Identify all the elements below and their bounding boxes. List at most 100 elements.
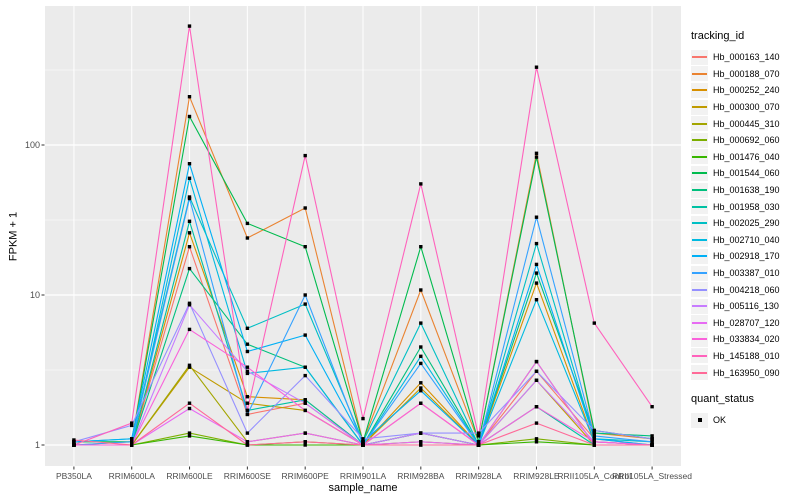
legend-item-label: Hb_145188_010 <box>713 350 780 361</box>
data-point <box>303 365 307 369</box>
data-point <box>245 440 250 444</box>
data-point <box>303 153 307 158</box>
legend-item-label: Hb_004218_060 <box>713 284 780 295</box>
x-tick-label: RRIM600LE <box>166 471 213 481</box>
data-point <box>419 381 423 385</box>
data-point <box>534 151 539 155</box>
legend-item: Hb_002025_290 <box>691 215 799 232</box>
legend-item: Hb_000252_240 <box>691 82 799 99</box>
legend-item-label: Hb_002710_040 <box>713 234 780 245</box>
legend-item: Hb_028707_120 <box>691 315 799 332</box>
data-point <box>187 363 192 367</box>
data-point <box>130 443 134 447</box>
data-point <box>187 406 192 411</box>
data-point <box>303 245 307 249</box>
data-point <box>245 412 250 417</box>
data-point <box>187 231 192 235</box>
data-point <box>419 182 423 186</box>
data-point <box>187 162 192 166</box>
data-point <box>187 431 192 435</box>
data-point <box>534 421 539 425</box>
data-point <box>592 321 596 325</box>
data-point <box>245 371 250 376</box>
data-point <box>650 440 654 444</box>
legend-item-label: Hb_005116_130 <box>713 301 779 312</box>
legend-key-line-icon <box>691 265 708 281</box>
legend-item: Hb_001638_190 <box>691 182 799 199</box>
ok-square-icon <box>691 412 708 428</box>
data-point <box>130 421 134 425</box>
data-point <box>419 288 423 292</box>
legend-key-line-icon <box>691 215 708 231</box>
data-point <box>419 321 423 325</box>
legend-item: Hb_001958_030 <box>691 198 799 215</box>
legend-item: Hb_000300_070 <box>691 99 799 116</box>
legend-title-quant-status: quant_status <box>691 392 754 405</box>
legend-key-line-icon <box>691 282 708 298</box>
data-point <box>476 440 481 444</box>
legend-item: Hb_033834_020 <box>691 331 799 348</box>
data-point <box>187 434 192 438</box>
data-point <box>187 219 192 223</box>
data-point <box>419 401 423 405</box>
data-point <box>303 431 307 435</box>
legend-key-line-icon <box>691 199 708 215</box>
legend-item: Hb_002710_040 <box>691 232 799 249</box>
data-point <box>303 333 307 337</box>
legend-key-line-icon <box>691 82 708 98</box>
data-point <box>187 114 192 119</box>
legend-item: Hb_000163_140 <box>691 49 799 66</box>
legend-key-line-icon <box>691 365 708 381</box>
data-point <box>245 443 250 447</box>
data-point <box>303 443 307 447</box>
legend-key-line-icon <box>691 331 708 347</box>
data-point <box>245 342 250 346</box>
x-axis-title: sample_name <box>328 482 398 494</box>
y-axis-title: FPKM + 1 <box>7 211 20 262</box>
legend-item: Hb_000188_070 <box>691 66 799 83</box>
legend-item-label: Hb_003387_010 <box>713 268 780 279</box>
data-point <box>650 405 654 409</box>
legend-item-label: Hb_000445_310 <box>713 118 780 129</box>
data-point <box>419 245 423 249</box>
legend-item-label: Hb_163950_090 <box>713 367 780 378</box>
data-point <box>419 361 423 366</box>
data-point <box>187 303 192 307</box>
legend-title-tracking-id: tracking_id <box>691 30 745 42</box>
legend-key-line-icon <box>691 165 708 181</box>
data-point <box>419 389 423 393</box>
legend-key-line-icon <box>691 149 708 165</box>
data-point <box>187 196 192 201</box>
data-point <box>72 443 76 447</box>
data-point <box>245 326 250 330</box>
data-point <box>592 434 596 438</box>
legend-item-label: Hb_000300_070 <box>713 102 780 113</box>
legend-key-line-icon <box>691 116 708 132</box>
data-point <box>72 438 76 442</box>
data-point <box>534 155 539 159</box>
legend-item: Hb_001544_060 <box>691 165 799 182</box>
legend-item: Hb_003387_010 <box>691 265 799 282</box>
data-point <box>130 440 134 444</box>
data-point <box>534 405 539 409</box>
data-point <box>419 431 423 435</box>
data-point <box>650 434 654 438</box>
legend-item: Hb_001476_040 <box>691 149 799 166</box>
data-point <box>361 440 365 444</box>
legend-key-line-icon <box>691 182 708 198</box>
data-point <box>245 365 250 369</box>
data-point <box>245 221 250 226</box>
legend-item-label: Hb_033834_020 <box>713 334 780 345</box>
data-point <box>72 440 76 444</box>
legend-item: Hb_004218_060 <box>691 281 799 298</box>
legend-item-label: Hb_000692_060 <box>713 135 780 146</box>
data-point <box>534 298 539 302</box>
x-tick-label: RRIM928LE <box>513 471 560 481</box>
legend-key-line-icon <box>691 49 708 65</box>
y-tick-label: 1 <box>34 439 40 450</box>
data-point <box>187 401 192 405</box>
x-tick-label: RRIM901LA <box>339 471 387 481</box>
data-point <box>534 378 539 382</box>
legend-key-line-icon <box>691 298 708 314</box>
